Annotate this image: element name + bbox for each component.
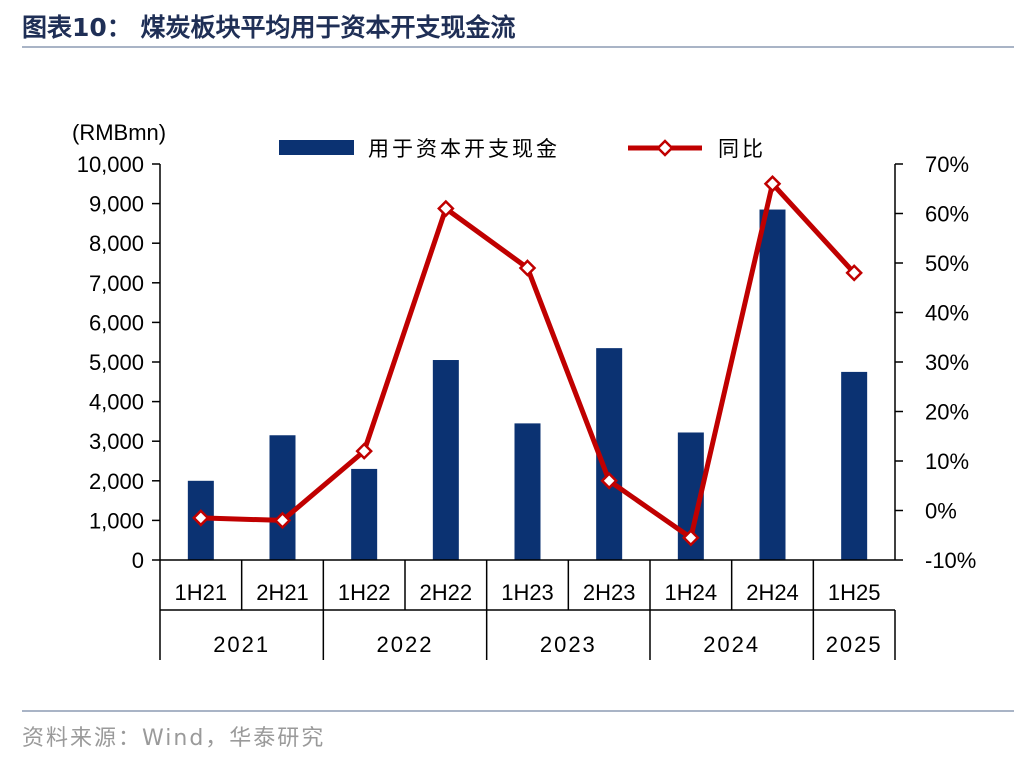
labels-layer: 0 1,000 2,000 3,000 4,000 5,000 6,000 7,000 8,00… (72, 120, 976, 657)
left-tick-label: 5,000 (89, 350, 144, 375)
axes-layer (152, 163, 903, 660)
yoy-marker-2h24 (763, 175, 782, 193)
bar-2h21 (269, 435, 296, 560)
yoy-marker-2h23 (600, 472, 618, 490)
left-tick-label: 7,000 (89, 271, 144, 296)
yoy-marker-1h23 (518, 259, 537, 277)
bars-layer (187, 209, 868, 561)
line-layer (192, 175, 863, 547)
chart: 0 1,000 2,000 3,000 4,000 5,000 6,000 7,000 8,00… (72, 120, 976, 660)
year-group-label-2023: 2023 (540, 632, 597, 657)
legend-line-marker (656, 139, 674, 157)
footer-divider (22, 710, 1014, 712)
bar-1h25 (841, 371, 868, 560)
yoy-marker-1h24 (682, 528, 700, 547)
left-tick-label: 9,000 (89, 192, 144, 217)
bar-1h22 (351, 468, 378, 560)
year-group-label-2024: 2024 (703, 632, 760, 657)
left-tick-label: 4,000 (89, 390, 144, 415)
yoy-marker-1h21 (192, 509, 210, 527)
title-divider (22, 46, 1014, 48)
year-group-label-2025: 2025 (826, 632, 883, 657)
right-tick-label: 70% (925, 152, 969, 177)
category-label-1h25: 1H25 (828, 580, 881, 605)
category-label-2h23: 2H23 (583, 580, 636, 605)
bar-2h22 (432, 360, 459, 560)
figure-title: 图表10： 煤炭板块平均用于资本开支现金流 (22, 13, 516, 42)
right-tick-label: 50% (925, 251, 969, 276)
yoy-marker-1h22 (355, 442, 373, 460)
yoy-marker-2h21 (273, 511, 292, 530)
category-label-1h22: 1H22 (338, 580, 391, 605)
year-group-label-2022: 2022 (377, 632, 434, 657)
source-note: 资料来源：Wind，华泰研究 (22, 726, 326, 751)
left-tick-label: 10,000 (77, 152, 144, 177)
legend-line-label: 同比 (718, 137, 766, 161)
category-label-1h23: 1H23 (501, 580, 554, 605)
category-label-2h21: 2H21 (256, 580, 309, 605)
category-label-2h24: 2H24 (746, 580, 799, 605)
category-label-2h22: 2H22 (420, 580, 473, 605)
bar-2h24 (759, 209, 786, 561)
right-tick-label: 30% (925, 350, 969, 375)
category-label-1h24: 1H24 (665, 580, 718, 605)
yoy-marker-2h22 (437, 199, 455, 218)
legend-bar-swatch (279, 140, 354, 155)
category-label-1h21: 1H21 (175, 580, 228, 605)
legend-bar-label: 用于资本开支现金 (368, 137, 560, 161)
right-tick-label: 10% (925, 449, 969, 474)
left-axis-unit-label: (RMBmn) (72, 120, 166, 145)
right-tick-label: 20% (925, 400, 969, 425)
right-tick-label: 40% (925, 301, 969, 326)
left-tick-label: 6,000 (89, 310, 144, 335)
left-tick-label: 0 (132, 548, 144, 573)
left-tick-label: 8,000 (89, 231, 144, 256)
left-tick-label: 1,000 (89, 508, 144, 533)
year-group-label-2021: 2021 (213, 632, 270, 657)
left-tick-label: 2,000 (89, 469, 144, 494)
legend: 用于资本开支现金 同比 (279, 137, 766, 161)
yoy-marker-1h25 (845, 264, 863, 282)
bar-1h23 (514, 423, 541, 560)
right-tick-label: 0% (925, 499, 957, 524)
left-tick-label: 3,000 (89, 429, 144, 454)
right-tick-label: 60% (925, 202, 969, 227)
right-tick-label: -10% (925, 548, 976, 573)
